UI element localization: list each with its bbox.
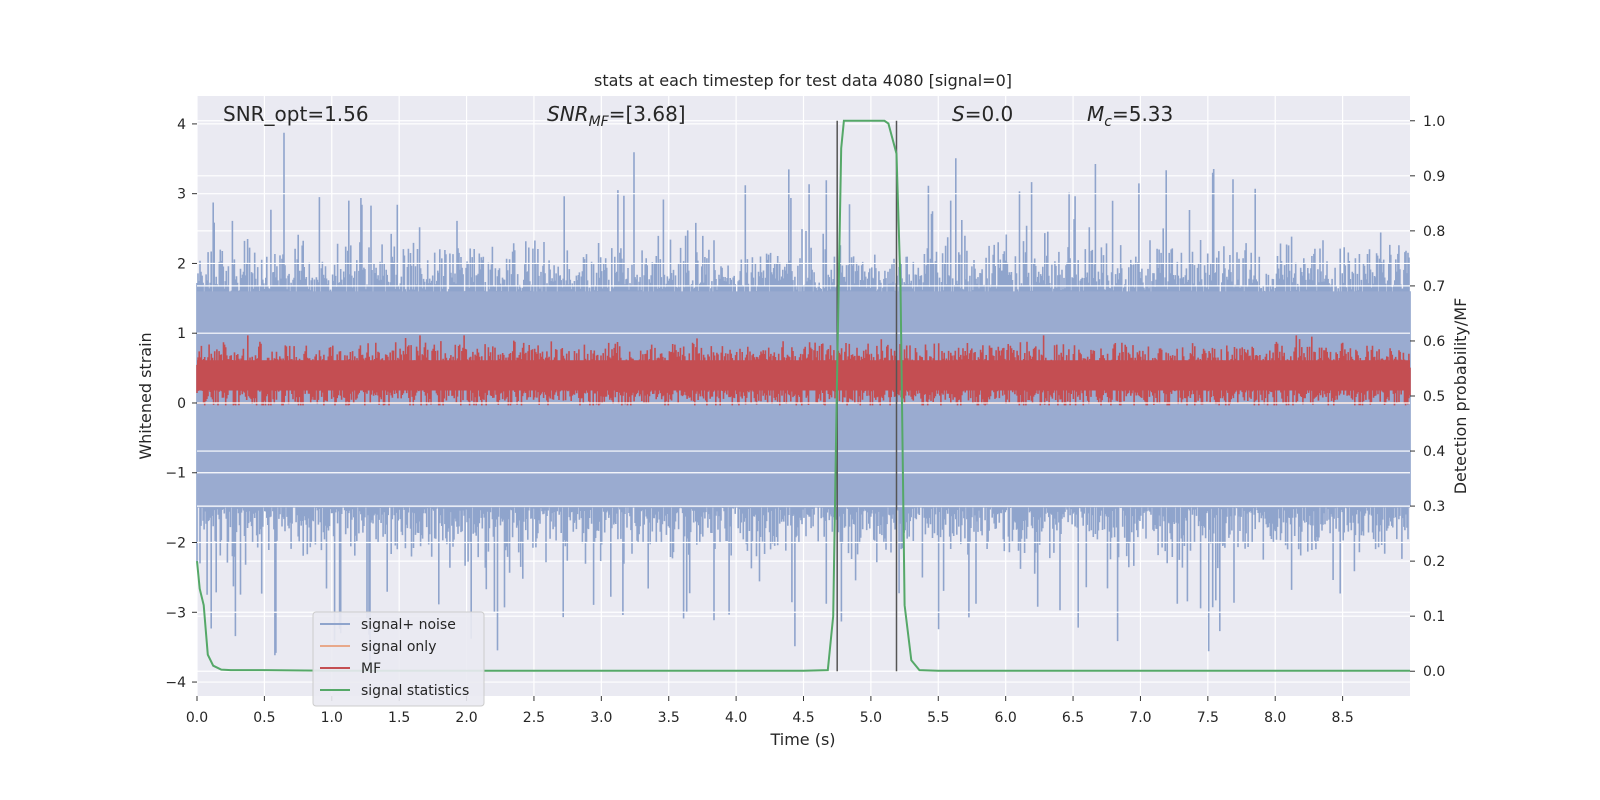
- legend: signal+ noise signal only MF signal stat…: [312, 611, 485, 707]
- y-tick-label: 0: [177, 396, 186, 412]
- x-tick-label: 8.0: [1264, 710, 1286, 726]
- x-tick-label: 4.0: [725, 710, 747, 726]
- y-tick-label: −2: [165, 536, 186, 552]
- x-tick-label: 2.5: [523, 710, 545, 726]
- signal-noise-series: [196, 132, 1411, 662]
- y-tick-label: −3: [165, 605, 186, 621]
- annotation-s: S=0.0: [952, 102, 1013, 126]
- y2-tick-label: 0.1: [1423, 609, 1445, 625]
- signal-statistics-series: [196, 119, 1410, 672]
- y-tick-label: −4: [165, 675, 186, 691]
- y2-axis-label: Detection probability/MF: [1451, 298, 1470, 495]
- y2-tick-label: 0.8: [1423, 224, 1445, 240]
- y-tick-label: 1: [177, 326, 186, 342]
- annotation-snr-opt: SNR_opt=1.56: [223, 102, 369, 126]
- x-axis-label: Time (s): [769, 730, 835, 749]
- y2-tick-label: 0.3: [1423, 499, 1445, 515]
- x-tick-label: 0.5: [253, 710, 275, 726]
- legend-label-signal-statistics: signal statistics: [361, 683, 469, 699]
- x-tick-label: 4.5: [792, 710, 814, 726]
- y2-tick-label: 0.7: [1423, 279, 1445, 295]
- chart-title: stats at each timestep for test data 408…: [594, 71, 1012, 90]
- x-tick-label: 7.5: [1197, 710, 1219, 726]
- x-tick-label: 8.5: [1331, 710, 1353, 726]
- y2-tick-label: 0.2: [1423, 554, 1445, 570]
- annotation-snr-mf: SNRMF=[3.68]: [547, 102, 686, 130]
- legend-box: [312, 611, 485, 707]
- y2-tick-label: 0.4: [1423, 444, 1445, 460]
- x-tick-label: 3.5: [658, 710, 680, 726]
- x-tick-label: 3.0: [590, 710, 612, 726]
- mf-series: [196, 335, 1411, 406]
- x-tick-label: 6.0: [995, 710, 1017, 726]
- x-tick-label: 2.0: [455, 710, 477, 726]
- y-tick-label: 4: [177, 117, 186, 133]
- x-tick-label: 1.5: [388, 710, 410, 726]
- y2-tick-label: 0.0: [1423, 664, 1445, 680]
- y-tick-label: −1: [165, 466, 186, 482]
- legend-label-signal-only: signal only: [361, 639, 436, 655]
- x-tick-label: 6.5: [1062, 710, 1084, 726]
- x-axis-ticks: 0.0 0.5 1.0 1.5 2.0 2.5 3.0 3.5 4.0 4.5 5.0 5.5 6.0 6…: [186, 696, 1354, 726]
- annotation-mc: Mc=5.33: [1087, 102, 1173, 130]
- y2-tick-label: 0.9: [1423, 169, 1445, 185]
- y-tick-label: 3: [177, 187, 186, 203]
- legend-label-mf: MF: [361, 661, 381, 677]
- x-tick-label: 0.0: [186, 710, 208, 726]
- mf-band: [197, 360, 1410, 391]
- x-tick-label: 1.0: [321, 710, 343, 726]
- x-tick-label: 5.0: [860, 710, 882, 726]
- y-axis-ticks: 4 3 2 1 0 −1 −2 −3 −4: [165, 117, 197, 691]
- y2-tick-label: 1.0: [1423, 114, 1445, 130]
- y2-tick-label: 0.5: [1423, 389, 1445, 405]
- legend-label-signal-noise: signal+ noise: [361, 617, 456, 633]
- y-tick-label: 2: [177, 256, 186, 272]
- y-axis-label: Whitened strain: [136, 332, 155, 459]
- x-tick-label: 5.5: [927, 710, 949, 726]
- y2-tick-label: 0.6: [1423, 334, 1445, 350]
- signal-noise-band: [197, 291, 1410, 508]
- y2-axis-ticks: 1.0 0.9 0.8 0.7 0.6 0.5 0.4 0.3 0.2 0.1 0.0: [1410, 114, 1445, 680]
- x-tick-label: 7.0: [1129, 710, 1151, 726]
